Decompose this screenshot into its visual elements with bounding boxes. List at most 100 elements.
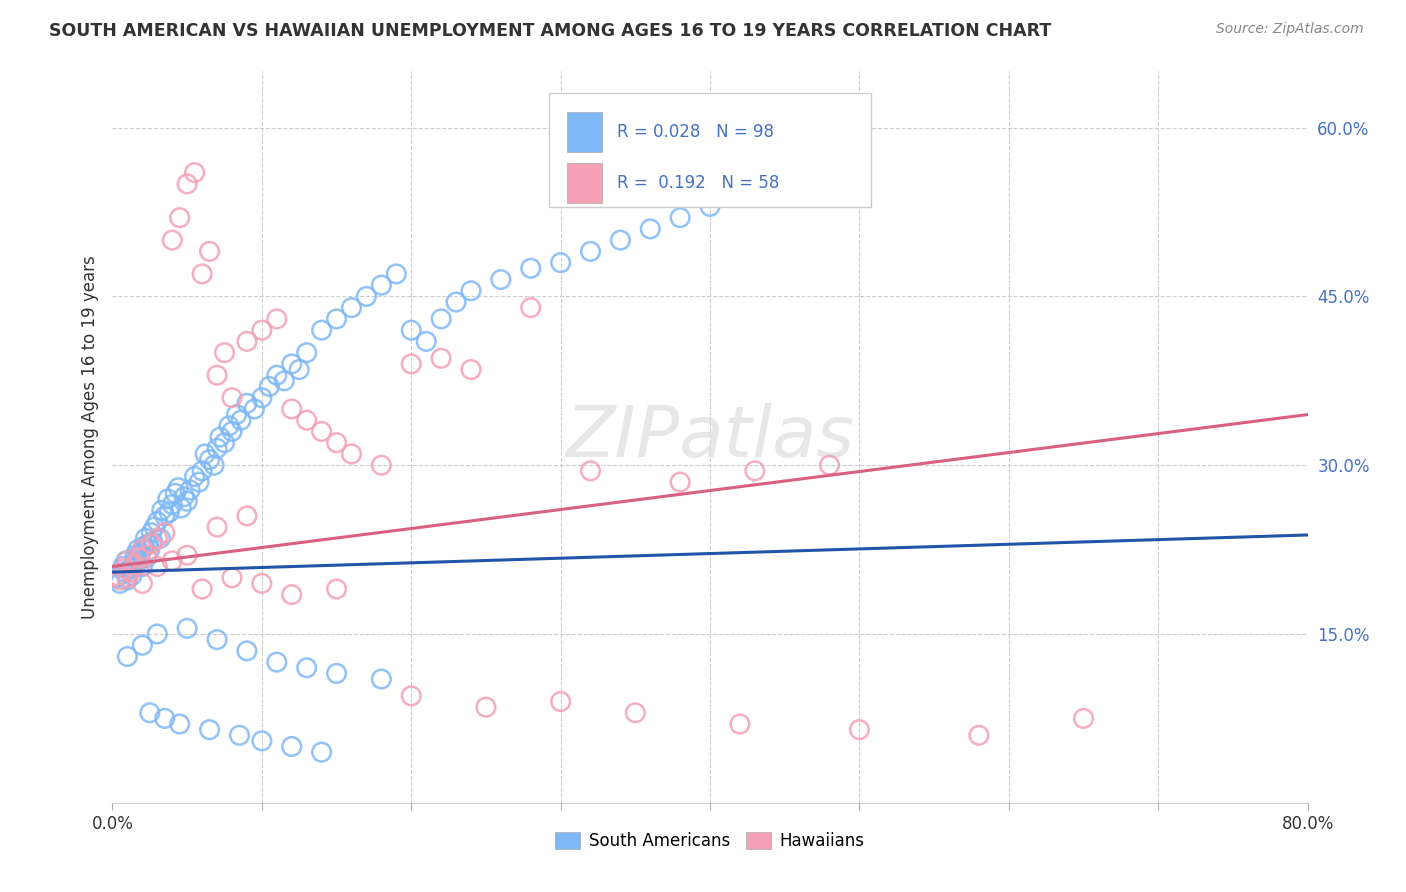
Point: [176, 177, 198, 191]
Point: [250, 734, 273, 748]
Point: [273, 374, 295, 388]
Point: [117, 571, 139, 585]
FancyBboxPatch shape: [567, 163, 603, 203]
Point: [153, 525, 176, 540]
Point: [385, 267, 408, 281]
Point: [624, 706, 647, 720]
Point: [370, 672, 392, 686]
Point: [125, 550, 148, 565]
Point: [114, 562, 135, 576]
Point: [183, 469, 205, 483]
Point: [170, 500, 193, 515]
Point: [165, 486, 187, 500]
Point: [114, 565, 135, 579]
Point: [728, 717, 751, 731]
Point: [266, 312, 288, 326]
Point: [129, 546, 152, 560]
Point: [236, 396, 259, 410]
Point: [288, 362, 311, 376]
Point: [117, 573, 139, 587]
Text: ZIPatlas: ZIPatlas: [565, 402, 855, 472]
Point: [132, 539, 155, 553]
Point: [460, 362, 482, 376]
Point: [108, 576, 131, 591]
Point: [150, 503, 173, 517]
Point: [205, 442, 228, 456]
Point: [146, 532, 169, 546]
Point: [609, 233, 631, 247]
Point: [295, 345, 318, 359]
Point: [340, 301, 363, 315]
Point: [117, 649, 139, 664]
Point: [124, 548, 146, 562]
Point: [191, 582, 214, 596]
Point: [142, 534, 165, 549]
Point: [281, 401, 304, 416]
Point: [120, 562, 142, 576]
Point: [138, 537, 160, 551]
Point: [579, 464, 602, 478]
Point: [475, 700, 498, 714]
Point: [105, 571, 128, 585]
Point: [370, 278, 392, 293]
Point: [340, 447, 363, 461]
Point: [520, 261, 543, 276]
Point: [128, 550, 150, 565]
Point: [250, 576, 273, 591]
Point: [489, 272, 512, 286]
Point: [214, 345, 236, 359]
Y-axis label: Unemployment Among Ages 16 to 19 years: Unemployment Among Ages 16 to 19 years: [80, 255, 98, 619]
Point: [214, 435, 236, 450]
Point: [179, 483, 201, 497]
Point: [699, 199, 721, 213]
Text: SOUTH AMERICAN VS HAWAIIAN UNEMPLOYMENT AMONG AGES 16 TO 19 YEARS CORRELATION CH: SOUTH AMERICAN VS HAWAIIAN UNEMPLOYMENT …: [49, 22, 1052, 40]
Point: [236, 334, 259, 349]
Point: [188, 475, 211, 489]
Point: [311, 745, 333, 759]
Point: [311, 425, 333, 439]
Point: [259, 379, 281, 393]
Point: [236, 508, 259, 523]
Point: [124, 558, 146, 572]
Point: [669, 475, 692, 489]
Point: [153, 711, 176, 725]
Point: [198, 723, 221, 737]
Point: [744, 182, 766, 196]
Point: [356, 289, 378, 303]
Point: [143, 520, 166, 534]
Point: [430, 351, 453, 366]
Point: [202, 458, 225, 473]
Point: [266, 655, 288, 669]
Point: [221, 391, 243, 405]
Point: [139, 542, 162, 557]
Point: [281, 357, 304, 371]
Point: [146, 627, 169, 641]
Text: Source: ZipAtlas.com: Source: ZipAtlas.com: [1216, 22, 1364, 37]
Point: [325, 312, 347, 326]
Point: [149, 532, 172, 546]
Point: [205, 520, 228, 534]
Point: [266, 368, 288, 383]
Point: [325, 435, 347, 450]
Point: [229, 413, 252, 427]
Point: [131, 559, 153, 574]
Point: [370, 458, 392, 473]
Point: [444, 295, 467, 310]
Point: [169, 211, 191, 225]
Point: [135, 550, 157, 565]
Point: [115, 554, 138, 568]
Point: [295, 661, 318, 675]
Point: [139, 706, 162, 720]
Point: [401, 357, 423, 371]
Point: [108, 573, 131, 587]
Point: [146, 559, 169, 574]
Point: [250, 323, 273, 337]
Point: [236, 644, 259, 658]
Point: [550, 255, 572, 269]
Point: [818, 458, 841, 473]
Point: [135, 548, 157, 562]
Point: [460, 284, 482, 298]
Point: [550, 694, 572, 708]
Point: [225, 408, 247, 422]
Point: [1073, 711, 1095, 725]
